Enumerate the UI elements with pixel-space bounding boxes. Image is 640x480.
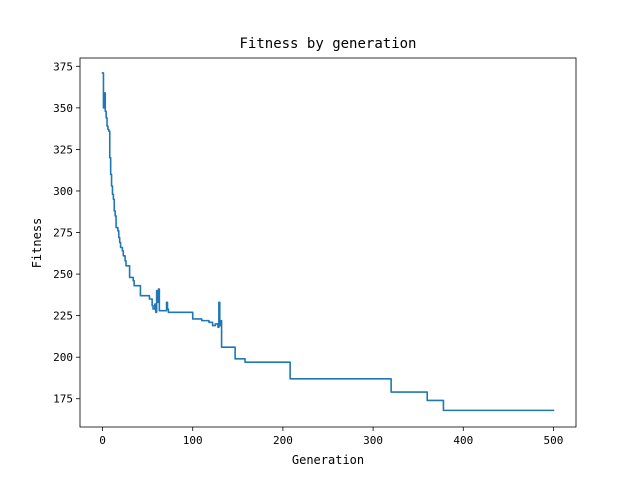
x-tick-label-400: 400 [453, 434, 473, 447]
plot-series [101, 72, 555, 412]
y-tick-label-350: 350 [53, 102, 73, 115]
y-tick-label-275: 275 [53, 227, 73, 240]
x-tick-label-300: 300 [363, 434, 383, 447]
series-line-0 [101, 72, 555, 412]
x-tick-label-0: 0 [99, 434, 106, 447]
x-tick-label-200: 200 [273, 434, 293, 447]
x-axis-label: Generation [292, 453, 364, 467]
y-tick-label-175: 175 [53, 393, 73, 406]
x-tick-label-100: 100 [183, 434, 203, 447]
y-tick-label-250: 250 [53, 268, 73, 281]
y-tick-label-375: 375 [53, 60, 73, 73]
y-axis: 175 200 225 250 275 300 325 350 375 [53, 60, 80, 406]
y-axis-label: Fitness [30, 218, 44, 269]
y-tick-label-325: 325 [53, 143, 73, 156]
y-tick-label-300: 300 [53, 185, 73, 198]
y-tick-label-225: 225 [53, 310, 73, 323]
y-tick-label-200: 200 [53, 351, 73, 364]
x-tick-label-500: 500 [544, 434, 564, 447]
chart-title: Fitness by generation [239, 36, 416, 52]
plot-frame [79, 57, 577, 428]
x-axis: 0 100 200 300 400 500 [99, 427, 563, 447]
